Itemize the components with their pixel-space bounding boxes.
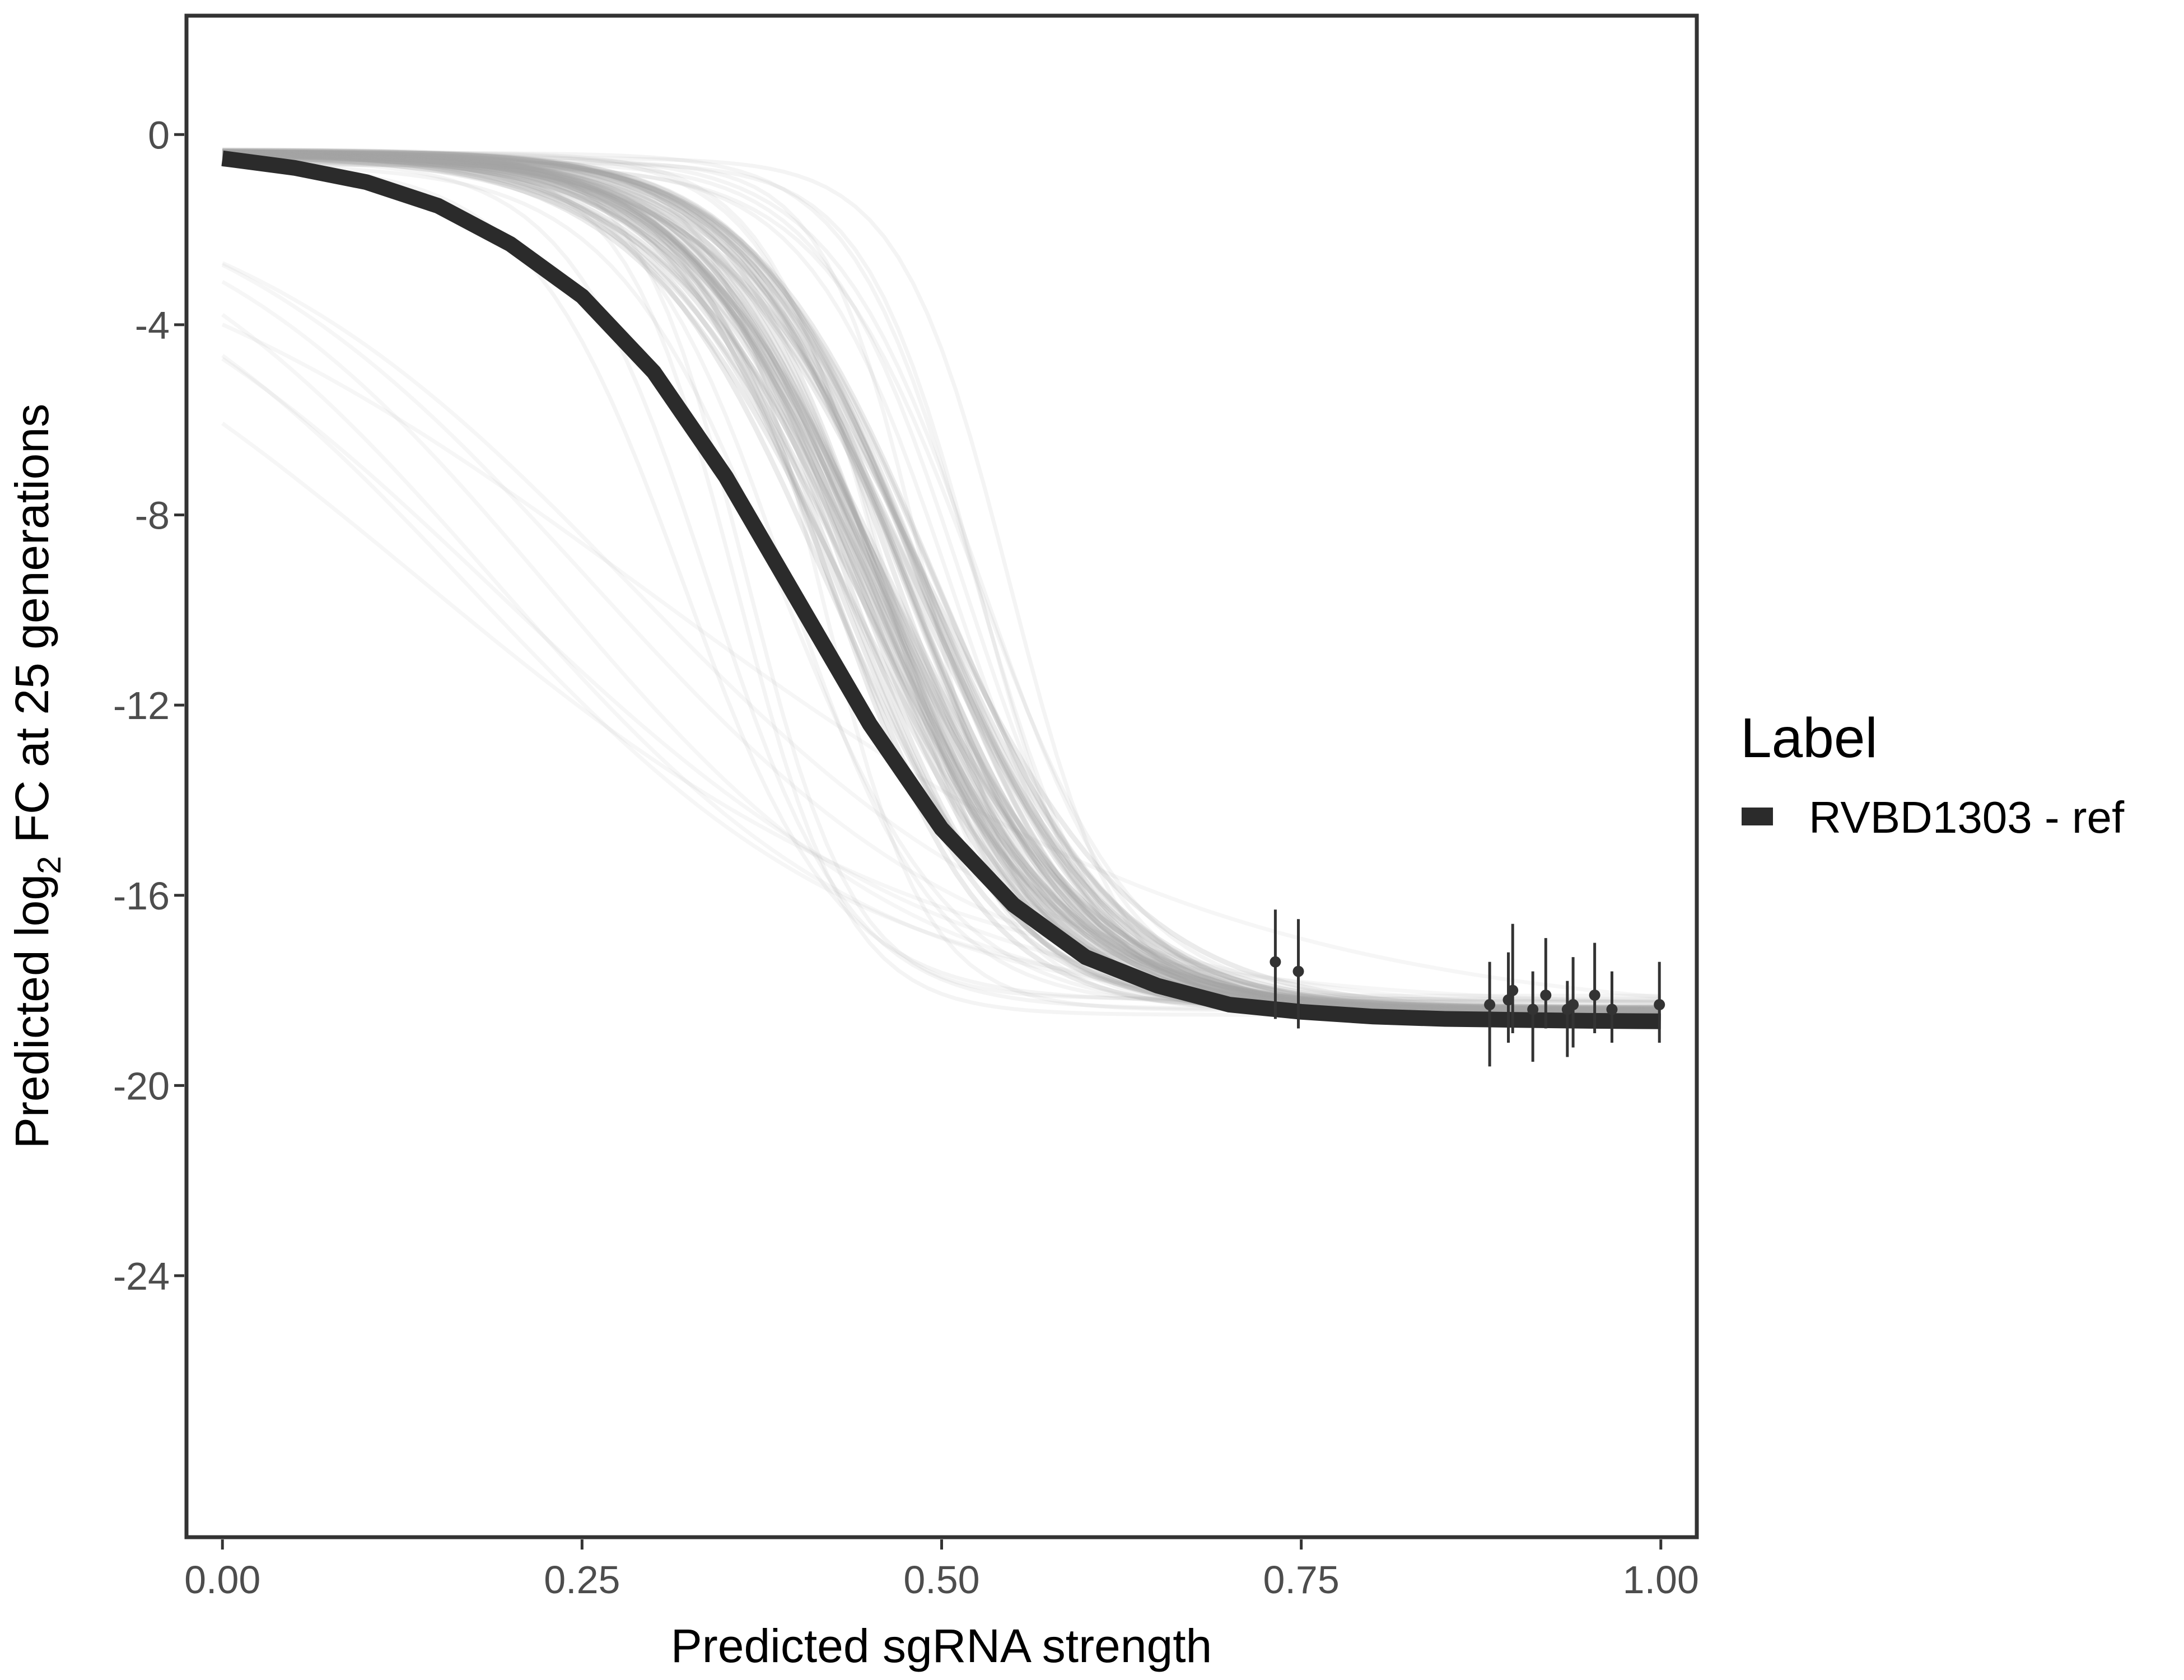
- posterior-draw-line: [222, 147, 1661, 1015]
- observation-point: [1527, 1004, 1539, 1015]
- posterior-draw-line: [222, 151, 1661, 1011]
- observation-point: [1589, 990, 1600, 1001]
- posterior-draw-line: [221, 313, 1661, 1016]
- posterior-draw-line: [222, 152, 1661, 1013]
- x-axis-title: Predicted sgRNA strength: [671, 1620, 1212, 1672]
- posterior-draw-line: [221, 422, 1661, 1005]
- panel-border: [184, 13, 1699, 1539]
- posterior-draw-line: [222, 160, 1661, 1005]
- posterior-draw-line: [222, 151, 1661, 1014]
- observation-point: [1270, 956, 1281, 968]
- observation-point: [1484, 999, 1496, 1011]
- posterior-draw-line: [222, 155, 1661, 1014]
- posterior-draw-line: [222, 158, 1661, 998]
- x-tick-label: 0.00: [184, 1558, 260, 1602]
- legend-label: RVBD1303 - ref: [1809, 792, 2125, 842]
- series-line: [221, 150, 1661, 1029]
- y-tick-label: -4: [135, 304, 170, 347]
- legend-title: Label: [1740, 707, 1878, 769]
- y-tick-label: -12: [113, 684, 170, 727]
- posterior-draw-line: [222, 147, 1661, 1013]
- x-axis: 0.00 0.25 0.50 0.75 1.00: [184, 1539, 1699, 1602]
- posterior-draw-line: [221, 261, 1661, 1013]
- posterior-draw-line: [222, 150, 1661, 1011]
- x-tick-label: 0.25: [544, 1558, 620, 1602]
- posterior-draw-line: [222, 154, 1661, 1015]
- observation-point: [1567, 999, 1579, 1011]
- posterior-draw-line: [222, 156, 1661, 1009]
- observation-point: [1654, 999, 1665, 1011]
- x-tick-label: 0.75: [1263, 1558, 1340, 1602]
- y-tick-label: -24: [113, 1254, 170, 1298]
- posterior-draw-line: [222, 152, 1661, 1014]
- y-axis-title-subscript: 2: [31, 856, 68, 874]
- posterior-draw-line: [222, 151, 1661, 1002]
- posterior-draw-line: [222, 151, 1661, 1010]
- y-tick-label: 0: [148, 113, 170, 157]
- posterior-draw-line: [222, 153, 1661, 1011]
- posterior-draw-line: [222, 163, 1661, 1012]
- legend: Label RVBD1303 - ref: [1740, 707, 2125, 842]
- y-tick-label: -8: [135, 494, 170, 538]
- y-axis-title-main: Predicted log: [6, 874, 58, 1149]
- y-axis-title-rest: FC at 25 generations: [6, 404, 58, 856]
- x-tick-label: 0.50: [903, 1558, 979, 1602]
- posterior-draw-line: [222, 150, 1661, 1012]
- posterior-draw-line: [222, 152, 1661, 1012]
- y-axis-title: Predicted log2 FC at 25 generations: [6, 404, 68, 1149]
- posterior-draw-line: [222, 150, 1661, 1001]
- posterior-draw-line: [222, 152, 1661, 1012]
- observation-point: [1292, 965, 1304, 977]
- observation-point: [1540, 990, 1552, 1001]
- y-tick-label: -16: [113, 874, 170, 918]
- posterior-draw-line: [222, 162, 1661, 1004]
- posterior-draw-line: [222, 153, 1661, 1011]
- posterior-draw-line: [222, 150, 1661, 1010]
- y-axis: 0 -4 -8 -12 -16 -20 -24: [113, 113, 184, 1298]
- posterior-draw-line: [222, 153, 1661, 1013]
- posterior-draw-line: [222, 162, 1661, 1004]
- posterior-draw-line: [222, 150, 1661, 1012]
- observations-layer: [1270, 909, 1665, 1067]
- posterior-draw-line: [222, 150, 1661, 1011]
- posterior-draw-line: [222, 148, 1661, 1013]
- posterior-draw-line: [221, 357, 1661, 1020]
- observation-point: [1606, 1004, 1618, 1015]
- observation-point: [1507, 984, 1519, 996]
- y-tick-label: -20: [113, 1064, 170, 1108]
- posterior-draw-line: [222, 151, 1661, 1010]
- main-series-layer: [221, 150, 1661, 1029]
- posterior-draw-line: [221, 323, 1662, 1000]
- posterior-draw-line: [221, 263, 1661, 1012]
- posterior-draw-line: [221, 353, 1661, 1010]
- posterior-draw-line: [222, 150, 1661, 1015]
- x-tick-label: 1.00: [1623, 1558, 1699, 1602]
- legend-swatch: [1742, 808, 1773, 825]
- posterior-draw-line: [222, 158, 1661, 1011]
- observation-point: [1502, 994, 1514, 1006]
